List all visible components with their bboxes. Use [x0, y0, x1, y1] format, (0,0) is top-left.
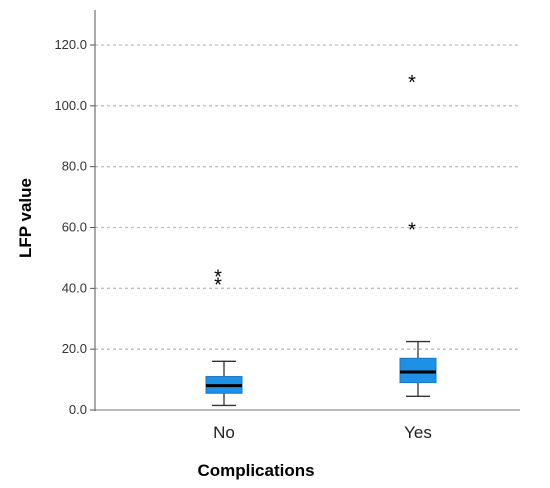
y-tick-label: 60.0 [62, 220, 87, 235]
y-axis-title: LFP value [16, 178, 35, 258]
y-tick-label: 40.0 [62, 280, 87, 295]
box-no: ** [205, 267, 243, 407]
y-tick-label: 20.0 [62, 341, 87, 356]
x-axis-title: Complications [197, 461, 314, 480]
x-tick-labels: No Yes [213, 423, 432, 442]
outlier-star: * [408, 72, 416, 94]
gridlines [95, 44, 520, 411]
y-tick-label: 0.0 [69, 402, 87, 417]
x-tick-label: No [213, 423, 235, 442]
iqr-box [399, 357, 437, 384]
y-tick-labels: 0.0 20.0 40.0 60.0 80.0 100.0 120.0 [54, 37, 95, 417]
outlier-star: * [214, 274, 222, 296]
x-tick-label: Yes [404, 423, 432, 442]
y-tick-label: 120.0 [54, 37, 87, 52]
y-tick-label: 80.0 [62, 159, 87, 174]
box-yes: ** [399, 72, 437, 397]
boxes: **** [205, 72, 437, 407]
y-tick-label: 100.0 [54, 98, 87, 113]
outlier-star: * [408, 220, 416, 242]
outlier-star: * [214, 267, 222, 289]
